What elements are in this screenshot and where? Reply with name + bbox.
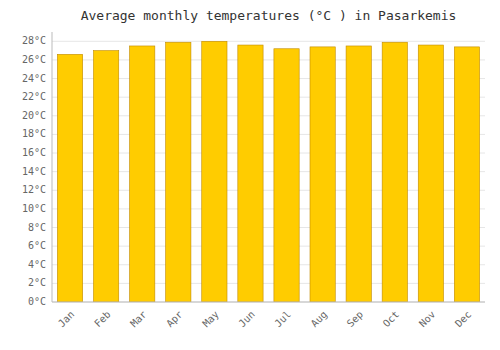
grid	[52, 41, 485, 302]
title: Average monthly temperatures (°C ) in Pa…	[81, 8, 457, 23]
x-tick-label: Apr	[164, 309, 185, 330]
bar	[166, 42, 191, 302]
x-tick-label: Oct	[381, 309, 402, 330]
bar	[382, 42, 407, 302]
bar	[418, 45, 443, 302]
y-tick-label: 10°C	[22, 203, 46, 214]
x-tick-label: Sep	[345, 309, 366, 330]
bar	[57, 54, 82, 302]
bar	[310, 47, 335, 302]
x-tick-label: Jul	[272, 309, 293, 330]
y-tick-label: 20°C	[22, 110, 46, 121]
bars	[57, 41, 479, 302]
bar	[274, 49, 299, 302]
y-tick-label: 26°C	[22, 54, 46, 65]
y-tick-label: 22°C	[22, 91, 46, 102]
bar	[346, 46, 371, 302]
bar	[130, 46, 155, 302]
y-tick-label: 6°C	[28, 240, 46, 251]
x-tick-label: Jun	[236, 309, 257, 330]
y-axis-line	[52, 32, 53, 302]
x-tick-label: Aug	[309, 309, 330, 330]
bar	[454, 47, 479, 302]
y-tick-label: 4°C	[28, 259, 46, 270]
y-tick-label: 8°C	[28, 222, 46, 233]
y-tick-label: 18°C	[22, 128, 46, 139]
grid-line	[52, 41, 485, 42]
chart: Average monthly temperatures (°C ) in Pa…	[0, 0, 500, 350]
y-tick-label: 2°C	[28, 277, 46, 288]
x-tick-label: Mar	[128, 309, 149, 330]
x-axis-line	[52, 302, 485, 303]
bar	[238, 45, 263, 302]
bar	[93, 51, 118, 302]
y-tick-label: 24°C	[22, 73, 46, 84]
y-tick-label: 0°C	[28, 296, 46, 307]
x-tick-label: Nov	[417, 309, 438, 330]
y-tick-label: 12°C	[22, 184, 46, 195]
x-tick-label: Feb	[92, 309, 113, 330]
y-tick-label: 16°C	[22, 147, 46, 158]
y-tick-label: 28°C	[22, 35, 46, 46]
y-tick-label: 14°C	[22, 166, 46, 177]
x-tick-label: Jan	[56, 309, 77, 330]
x-tick-label: Dec	[453, 309, 474, 330]
grid-line	[52, 302, 485, 303]
x-tick-label: May	[200, 309, 221, 330]
bar	[202, 41, 227, 302]
